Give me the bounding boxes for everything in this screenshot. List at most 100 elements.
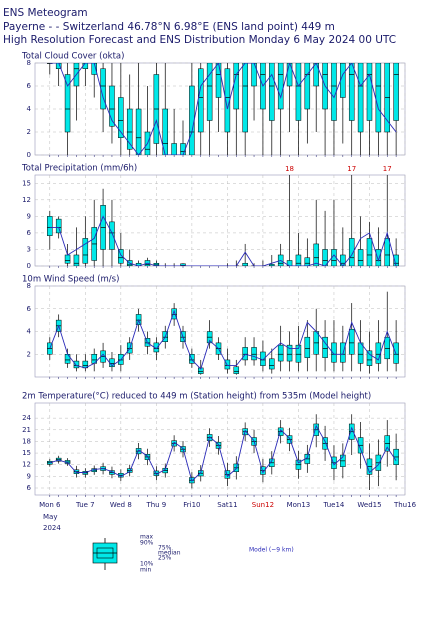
box xyxy=(393,63,399,121)
box xyxy=(55,63,62,69)
y-tick-label: 6 xyxy=(27,82,32,90)
box xyxy=(375,249,382,266)
box xyxy=(295,254,302,266)
box xyxy=(251,63,257,87)
box xyxy=(393,342,399,364)
box xyxy=(375,63,382,133)
box xyxy=(233,366,240,374)
box xyxy=(286,344,293,362)
legend-median: median xyxy=(158,550,181,557)
box xyxy=(118,249,124,264)
box xyxy=(304,257,311,266)
box xyxy=(64,254,71,264)
boxes xyxy=(47,175,399,266)
y-tick-label: 2 xyxy=(27,350,31,358)
box xyxy=(135,108,142,155)
panel-title: Total Precipitation (mm/6h) xyxy=(21,164,137,174)
legend: max 90% 75% median 25% 10% min Model (~9… xyxy=(92,534,294,574)
box xyxy=(189,85,195,155)
box xyxy=(180,263,186,266)
max-label: 17 xyxy=(347,165,356,173)
box xyxy=(295,344,302,363)
x-tick-label: Mon13 xyxy=(287,501,311,509)
box xyxy=(64,74,71,133)
boxes xyxy=(47,291,399,375)
model-line xyxy=(49,424,397,482)
box xyxy=(393,254,399,266)
y-tick-label: 0 xyxy=(27,151,31,159)
box xyxy=(277,344,284,362)
y-tick-label: 3 xyxy=(27,245,31,253)
panel-title: 2m Temperature(°C) reduced to 449 m (Sta… xyxy=(22,392,371,402)
y-tick-label: 18 xyxy=(22,437,31,445)
x-tick-label: Sun12 xyxy=(252,501,274,509)
legend-max: max xyxy=(140,534,154,541)
boxes xyxy=(47,414,399,490)
box xyxy=(82,238,89,264)
y-tick-label: 2 xyxy=(27,128,31,136)
box xyxy=(126,108,133,150)
box xyxy=(313,243,319,266)
box xyxy=(304,63,311,110)
x-tick-label: Wed15 xyxy=(357,501,381,509)
x-tick-label: Tue14 xyxy=(323,501,345,509)
month-label: May xyxy=(43,513,57,521)
panel-frame xyxy=(34,402,406,496)
legend-model: Model (~9 km) xyxy=(249,547,294,554)
legend-p90: 90% xyxy=(140,540,154,547)
box xyxy=(331,342,337,363)
y-tick-label: 9 xyxy=(27,212,31,220)
y-tick-label: 8 xyxy=(27,282,31,290)
box xyxy=(366,350,373,366)
x-tick-label: Fri10 xyxy=(183,501,200,509)
box xyxy=(269,63,275,121)
box xyxy=(366,238,373,266)
box xyxy=(269,358,275,370)
box xyxy=(313,63,319,87)
box xyxy=(348,328,355,355)
box xyxy=(295,63,302,121)
x-tick-label: Tue 7 xyxy=(75,501,95,509)
box xyxy=(331,63,337,121)
box xyxy=(384,238,390,266)
box xyxy=(73,360,80,369)
y-tick-label: 6 xyxy=(27,229,32,237)
y-tick-label: 15 xyxy=(22,179,31,187)
x-tick-label: Wed 8 xyxy=(110,501,132,509)
box xyxy=(277,63,284,110)
box xyxy=(171,143,177,155)
box xyxy=(286,260,293,266)
panel-title: 10m Wind Speed (m/s) xyxy=(22,275,119,285)
max-label: 18 xyxy=(285,165,294,173)
y-tick-label: 4 xyxy=(27,328,32,336)
box xyxy=(366,63,373,121)
box xyxy=(198,68,204,133)
box xyxy=(357,342,364,364)
box xyxy=(384,336,390,360)
box xyxy=(224,359,231,370)
box xyxy=(322,336,328,358)
box xyxy=(47,216,53,236)
legend-p25: 25% xyxy=(158,555,172,562)
y-tick-label: 12 xyxy=(22,196,31,204)
box xyxy=(357,63,364,133)
box xyxy=(269,264,275,266)
box xyxy=(348,63,355,121)
max-label: 17 xyxy=(383,165,392,173)
x-tick-label: Sat11 xyxy=(217,501,237,509)
box xyxy=(118,97,124,138)
box xyxy=(215,63,222,98)
boxes xyxy=(47,63,399,155)
box xyxy=(242,262,248,266)
y-tick-label: 15 xyxy=(22,449,31,457)
box xyxy=(242,347,248,361)
x-tick-label: Thu16 xyxy=(393,501,417,509)
header-run: High Resolution Forecast and ENS Distrib… xyxy=(3,34,396,46)
y-tick-label: 24 xyxy=(22,414,31,422)
y-tick-label: 6 xyxy=(27,305,32,313)
box xyxy=(171,308,177,320)
x-tick-label: Mon 6 xyxy=(39,501,61,509)
box xyxy=(64,354,71,364)
